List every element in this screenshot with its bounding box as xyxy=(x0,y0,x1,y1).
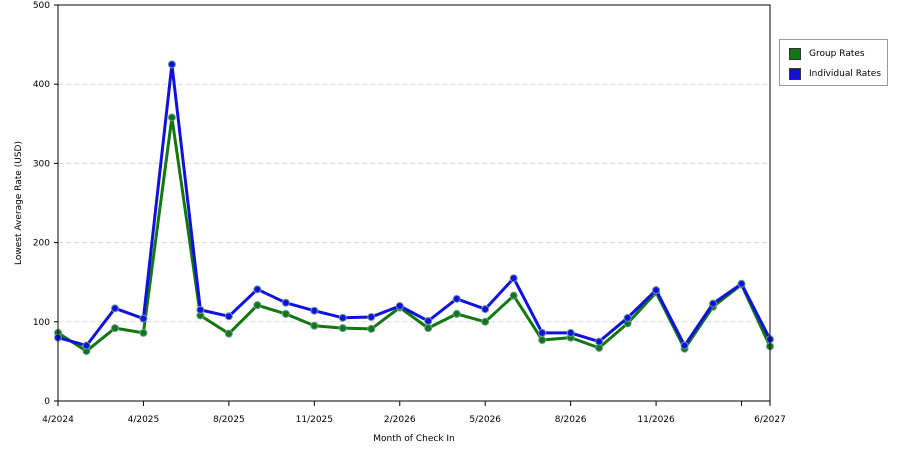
legend-label-group-rates: Group Rates xyxy=(809,48,865,59)
x-tick-label-25: 6/2027 xyxy=(754,415,786,425)
x-tick-label-21: 11/2026 xyxy=(637,415,675,425)
y-tick-label-100: 100 xyxy=(33,318,50,328)
data-point-group-rates-17 xyxy=(538,336,547,345)
x-axis-title: Month of Check In xyxy=(373,434,455,444)
data-point-group-rates-6 xyxy=(224,329,233,338)
y-tick-label-0: 0 xyxy=(44,397,50,407)
y-tick-label-400: 400 xyxy=(33,80,50,90)
data-point-individual-rates-2 xyxy=(110,304,119,313)
series-line-individual-rates xyxy=(57,62,772,348)
series-individual-rates xyxy=(54,60,774,350)
data-point-individual-rates-6 xyxy=(224,312,233,321)
x-tick-label-15: 5/2026 xyxy=(469,415,501,425)
data-point-individual-rates-22 xyxy=(680,341,689,350)
data-point-individual-rates-15 xyxy=(481,305,490,314)
x-tick-label-12: 2/2026 xyxy=(384,415,416,425)
legend: Group Rates Individual Rates xyxy=(779,39,888,86)
data-point-individual-rates-5 xyxy=(196,305,205,314)
data-point-individual-rates-13 xyxy=(424,317,433,326)
data-point-individual-rates-10 xyxy=(338,313,347,322)
data-point-group-rates-11 xyxy=(367,324,376,333)
y-tick-label-200: 200 xyxy=(33,239,50,249)
data-point-individual-rates-17 xyxy=(538,328,547,337)
data-point-individual-rates-21 xyxy=(652,286,661,295)
data-point-individual-rates-7 xyxy=(253,285,262,294)
series-line-group-rates xyxy=(57,116,772,353)
data-point-individual-rates-9 xyxy=(310,306,319,315)
axes xyxy=(54,4,771,406)
data-point-individual-rates-11 xyxy=(367,313,376,322)
y-axis-title: Lowest Average Rate (USD) xyxy=(14,141,24,265)
legend-swatch-individual-rates xyxy=(789,67,801,80)
data-point-individual-rates-14 xyxy=(452,294,461,303)
data-point-group-rates-9 xyxy=(310,321,319,330)
data-point-group-rates-14 xyxy=(452,309,461,318)
data-point-individual-rates-19 xyxy=(595,337,604,346)
data-point-individual-rates-20 xyxy=(623,313,632,322)
series-layer xyxy=(54,60,774,356)
x-tick-label-3: 4/2025 xyxy=(128,415,160,425)
legend-item-individual-rates: Individual Rates xyxy=(789,67,881,80)
plot-frame xyxy=(57,4,771,402)
data-point-individual-rates-1 xyxy=(82,341,91,350)
data-point-group-rates-7 xyxy=(253,301,262,310)
tick-labels: 0 100 200 300 400 500 4/2024 4/2025 8/2025 11/202… xyxy=(33,1,786,425)
data-point-group-rates-3 xyxy=(139,328,148,337)
data-point-group-rates-2 xyxy=(110,324,119,333)
legend-label-individual-rates: Individual Rates xyxy=(809,68,882,79)
data-point-group-rates-4 xyxy=(167,113,176,122)
data-point-individual-rates-12 xyxy=(395,301,404,310)
data-point-group-rates-10 xyxy=(338,324,347,333)
x-tick-label-6: 8/2025 xyxy=(213,415,245,425)
x-tick-label-18: 8/2026 xyxy=(555,415,587,425)
data-point-group-rates-15 xyxy=(481,317,490,326)
data-point-individual-rates-3 xyxy=(139,314,148,323)
data-point-individual-rates-16 xyxy=(509,274,518,283)
data-point-individual-rates-23 xyxy=(709,299,718,308)
x-tick-label-0: 4/2024 xyxy=(42,415,74,425)
data-point-group-rates-13 xyxy=(424,324,433,333)
data-point-group-rates-16 xyxy=(509,291,518,300)
y-tick-label-500: 500 xyxy=(33,1,50,11)
data-point-individual-rates-4 xyxy=(167,60,176,69)
y-tick-label-300: 300 xyxy=(33,159,50,169)
legend-swatch-group-rates xyxy=(789,47,801,60)
data-point-individual-rates-8 xyxy=(281,298,290,307)
data-point-individual-rates-24 xyxy=(737,279,746,288)
legend-item-group-rates: Group Rates xyxy=(789,47,865,60)
data-point-individual-rates-18 xyxy=(566,328,575,337)
x-tick-label-9: 11/2025 xyxy=(296,415,333,425)
data-point-group-rates-8 xyxy=(281,309,290,318)
